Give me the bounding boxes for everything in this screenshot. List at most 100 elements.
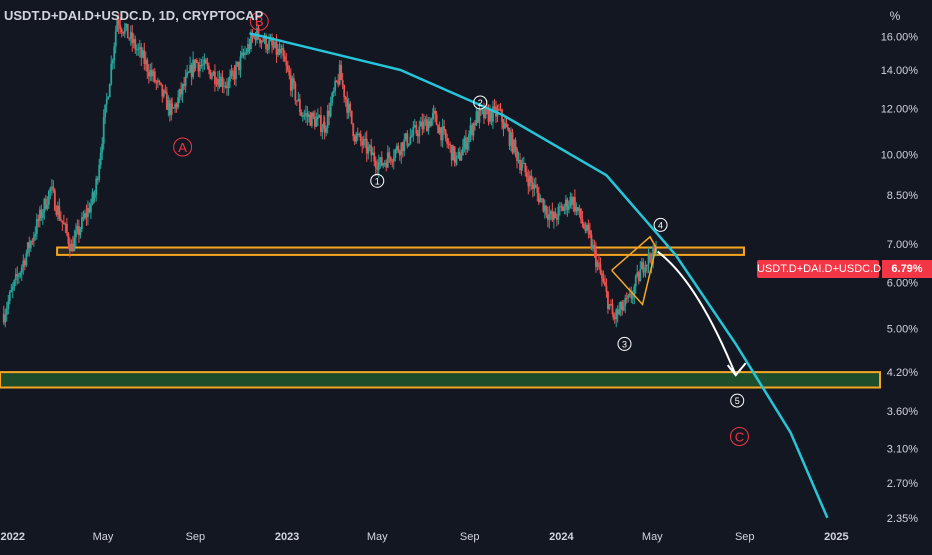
candle-body: [403, 139, 406, 152]
candle-body: [567, 205, 570, 210]
candle-body: [572, 197, 575, 205]
candle-body: [508, 129, 511, 146]
candle-body: [141, 50, 144, 58]
candle-body: [545, 205, 548, 215]
candle-body: [564, 199, 567, 207]
y-tick-label: 8.50%: [887, 190, 918, 202]
candle-body: [435, 114, 438, 126]
candle-body: [313, 116, 316, 127]
candle-body: [616, 309, 619, 315]
candle-body: [67, 233, 70, 245]
candle-body: [331, 92, 334, 103]
candle-body: [254, 34, 257, 41]
y-tick-label: 6.00%: [887, 278, 918, 290]
y-tick-label: 10.00%: [881, 149, 919, 161]
candle-body: [511, 132, 514, 153]
wave-label-5: 5: [735, 396, 740, 406]
candle-body: [181, 84, 184, 95]
candle-body: [271, 39, 273, 46]
candle-body: [265, 35, 267, 50]
candle-body: [152, 71, 155, 77]
candle-body: [652, 246, 654, 265]
candle-body: [634, 276, 637, 287]
candle-body: [388, 152, 391, 158]
candle-body: [358, 133, 361, 135]
candle-body: [341, 80, 344, 86]
candle-body: [227, 81, 230, 88]
candle-body: [371, 152, 374, 156]
candle-body: [602, 278, 605, 282]
candle-body: [431, 113, 434, 119]
candle-body: [64, 223, 67, 225]
candle-body: [180, 89, 183, 95]
candle-body: [300, 111, 303, 117]
candle-body: [81, 217, 83, 230]
candle-body: [178, 89, 181, 98]
candle-body: [307, 114, 310, 117]
candle-body: [505, 123, 508, 128]
candle-body: [631, 296, 634, 299]
candle-body: [385, 162, 388, 168]
x-tick-label: Sep: [186, 531, 206, 543]
y-tick-label: 5.00%: [887, 323, 918, 335]
candle-body: [613, 317, 616, 320]
candle-body: [14, 274, 17, 281]
candle-body: [184, 76, 187, 87]
wave-label-circle: [173, 137, 193, 157]
candle-body: [525, 172, 528, 178]
candle-body: [202, 64, 204, 66]
candle-body: [242, 52, 245, 56]
candle-body: [232, 70, 234, 73]
candle-body: [437, 125, 440, 134]
candle-body: [153, 71, 156, 82]
candle-body: [356, 134, 359, 136]
candle-body: [90, 203, 92, 213]
candle-body: [492, 106, 494, 122]
wave-label-circle: [653, 217, 668, 232]
candle-body: [481, 109, 484, 111]
candle-body: [11, 286, 14, 291]
candle-body: [653, 246, 656, 253]
candle-body: [630, 293, 633, 299]
candle-body: [466, 142, 469, 150]
candle-body: [144, 59, 147, 64]
candle-body: [189, 64, 192, 73]
percent-scale-button[interactable]: %: [889, 9, 901, 23]
candle-body: [395, 145, 398, 150]
candle-body: [337, 81, 340, 85]
x-tick-label: 2024: [549, 531, 574, 543]
candle-body: [203, 59, 206, 65]
candle-body: [334, 80, 337, 92]
candle-body: [450, 145, 453, 161]
candle-body: [352, 123, 355, 137]
candle-body: [389, 157, 392, 162]
triangle-pattern: [611, 235, 657, 307]
candle-body: [507, 127, 509, 130]
candle-body: [200, 64, 203, 66]
candle-body: [576, 207, 579, 212]
candle-body: [175, 104, 178, 108]
candle-body: [359, 133, 362, 142]
candle-body: [471, 125, 473, 136]
chart-title: USDT.D+DAI.D+USDC.D, 1D, CRYPTOCAP: [4, 8, 264, 23]
candle-body: [590, 234, 593, 249]
candle-body: [316, 116, 319, 120]
candle-body: [236, 61, 239, 65]
candle-body: [35, 219, 38, 235]
candle-body: [102, 117, 105, 144]
candle-body: [23, 260, 26, 266]
candle-body: [347, 103, 350, 113]
candle-body: [379, 157, 382, 163]
candle-body: [404, 133, 407, 140]
candle-body: [108, 84, 111, 98]
candle-body: [608, 303, 611, 309]
candle-body: [297, 99, 300, 101]
candle-body: [190, 64, 193, 77]
candle-body: [361, 141, 364, 146]
candle-body: [340, 64, 343, 81]
candle-body: [386, 152, 389, 168]
candle-body: [418, 126, 421, 137]
candle-body: [20, 266, 23, 273]
